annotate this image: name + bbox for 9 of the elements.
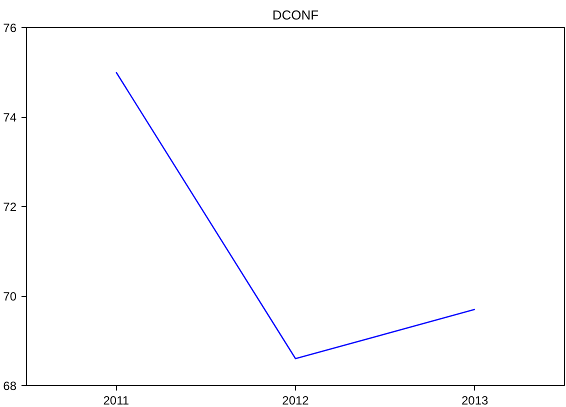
x-tick-label: 2012 [282,394,310,407]
x-tick-label: 2013 [461,394,489,407]
chart-title: DCONF [272,8,319,22]
x-tick-label: 2011 [103,394,130,407]
y-tick-label: 70 [3,290,17,304]
y-tick-label: 68 [3,379,17,393]
y-tick-label: 74 [3,110,17,124]
y-tick-label: 76 [3,21,17,35]
y-tick-label: 72 [3,200,17,214]
